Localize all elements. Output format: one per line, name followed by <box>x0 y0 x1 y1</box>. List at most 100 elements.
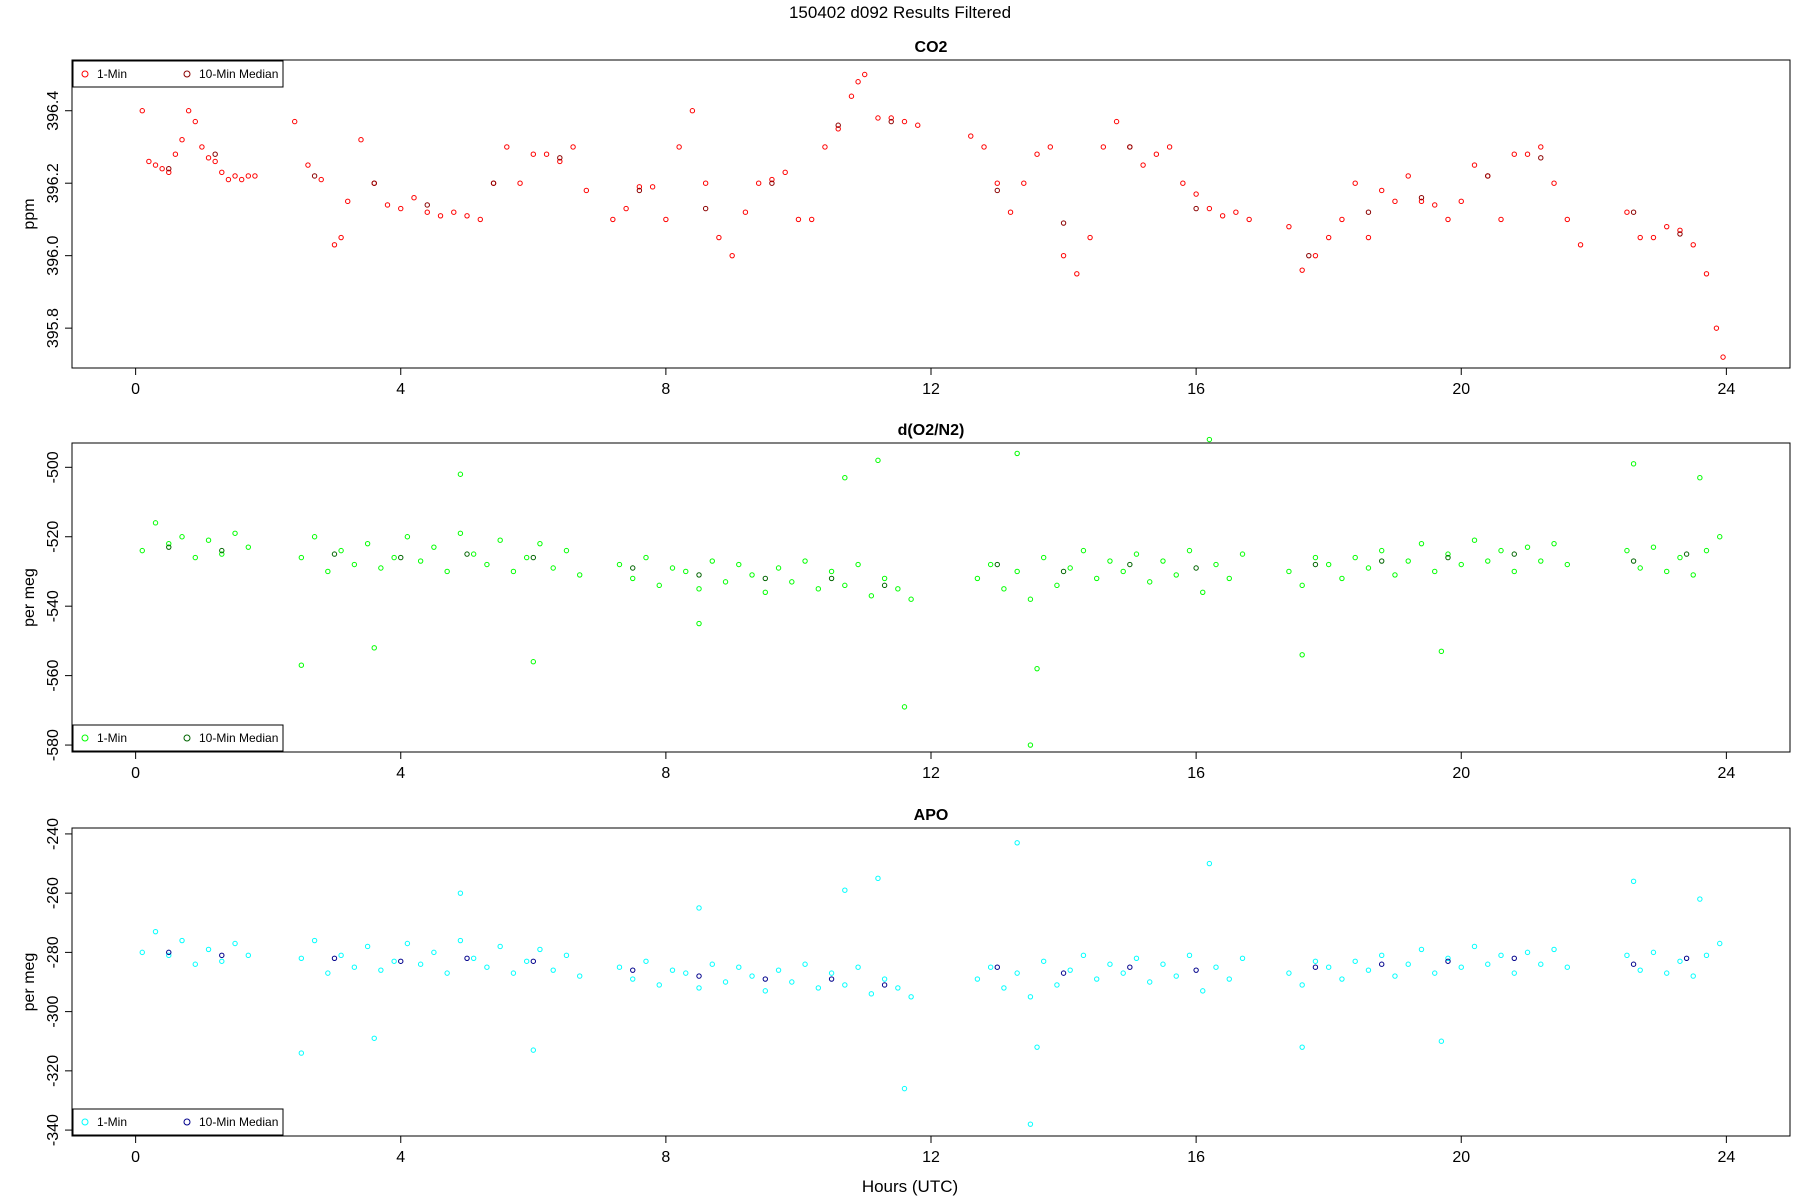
co2-point-1min <box>1233 209 1239 215</box>
co2-point-median <box>311 173 318 179</box>
o2n2-point-1min <box>1458 561 1464 568</box>
co2-point-1min <box>1100 144 1107 150</box>
co2-point-1min <box>1365 234 1372 241</box>
o2n2-point-median <box>994 561 1000 568</box>
o2n2-x-tick-label: 24 <box>1717 765 1735 782</box>
apo-point-1min <box>1485 961 1491 967</box>
co2-point-median <box>1365 209 1372 215</box>
o2n2-point-median <box>1312 561 1319 568</box>
o2n2-point-1min <box>1027 596 1034 602</box>
apo-legend-label-median: 10-Min Median <box>199 1115 278 1129</box>
apo-point-median <box>1445 958 1451 964</box>
co2-point-1min <box>1458 198 1464 205</box>
o2n2-point-1min <box>1339 575 1345 582</box>
o2n2-point-1min <box>1186 547 1193 554</box>
apo-point-1min <box>1054 982 1060 988</box>
apo-point-1min <box>431 949 437 956</box>
o2n2-point-1min <box>842 475 848 481</box>
o2n2-point-1min <box>530 659 537 665</box>
apo-point-1min <box>842 887 848 893</box>
co2-point-1min <box>981 144 987 150</box>
apo-point-1min <box>1133 955 1140 962</box>
o2n2-point-1min <box>1498 547 1504 554</box>
co2-point-median <box>212 151 218 157</box>
o2n2-point-median <box>331 551 338 557</box>
co2-point-1min <box>1524 151 1531 157</box>
co2-point-1min <box>1511 151 1517 157</box>
co2-point-1min <box>557 158 563 165</box>
co2-point-median <box>1306 252 1312 259</box>
co2-point-1min <box>1021 180 1027 186</box>
co2-point-1min <box>676 144 682 150</box>
co2-point-median <box>371 180 377 186</box>
apo-point-1min <box>1690 973 1696 979</box>
co2-x-tick-label: 16 <box>1187 381 1205 398</box>
o2n2-point-1min <box>1226 575 1232 582</box>
o2n2-point-1min <box>577 572 583 578</box>
apo-plot-frame <box>71 827 1791 1137</box>
o2n2-legend-marker-1min <box>81 734 89 742</box>
apo-point-1min <box>1034 1044 1040 1050</box>
apo-point-1min <box>338 952 344 959</box>
o2n2-point-median <box>696 572 702 578</box>
co2-point-1min <box>822 144 828 150</box>
o2n2-point-1min <box>1677 554 1683 561</box>
o2n2-point-1min <box>1206 436 1213 443</box>
co2-plot-frame <box>71 59 1791 369</box>
o2n2-point-1min <box>842 582 848 589</box>
apo-y-tick-label: -280 <box>45 936 62 968</box>
o2n2-legend-marker-median <box>183 734 191 742</box>
apo-point-1min <box>139 949 145 956</box>
o2n2-point-1min <box>1160 558 1166 564</box>
o2n2-point-1min <box>908 596 914 602</box>
apo-point-1min <box>1299 1044 1305 1050</box>
co2-point-1min <box>835 126 841 132</box>
o2n2-point-1min <box>497 537 503 543</box>
co2-point-1min <box>1325 234 1332 241</box>
o2n2-point-1min <box>351 561 358 568</box>
apo-point-1min <box>523 958 530 964</box>
o2n2-y-tick-label: -560 <box>45 660 62 692</box>
o2n2-point-1min <box>815 586 822 592</box>
co2-point-1min <box>1564 216 1570 223</box>
apo-point-1min <box>378 967 384 973</box>
apo-point-1min <box>1524 949 1531 956</box>
apo-point-1min <box>875 875 881 882</box>
o2n2-point-1min <box>1418 540 1425 547</box>
apo-point-1min <box>696 985 702 991</box>
o2n2-y-tick-label: -500 <box>45 451 62 483</box>
o2n2-point-1min <box>457 530 464 536</box>
co2-point-1min <box>1299 267 1305 273</box>
co2-point-1min <box>663 216 669 223</box>
co2-point-1min <box>437 213 444 219</box>
apo-point-1min <box>1511 970 1517 976</box>
co2-x-tick-label: 20 <box>1452 381 1470 398</box>
co2-point-1min <box>1113 118 1120 125</box>
co2-point-1min <box>855 79 861 85</box>
apo-point-1min <box>457 937 464 944</box>
o2n2-point-1min <box>404 534 411 540</box>
co2-point-1min <box>1677 227 1683 234</box>
o2n2-point-1min <box>1014 450 1020 457</box>
co2-point-1min <box>570 144 576 150</box>
apo-point-1min <box>404 940 411 947</box>
o2n2-point-1min <box>563 547 570 554</box>
apo-point-median <box>828 976 835 982</box>
o2n2-point-1min <box>139 547 145 554</box>
apo-point-1min <box>444 970 450 976</box>
apo-point-1min <box>1551 946 1557 953</box>
co2-point-median <box>1060 220 1067 226</box>
o2n2-x-tick-label: 20 <box>1452 765 1470 782</box>
co2-point-1min <box>1286 223 1292 230</box>
co2-y-tick-label: 396.0 <box>45 236 62 276</box>
co2-point-1min <box>212 158 218 165</box>
co2-point-1min <box>172 151 179 157</box>
apo-point-1min <box>722 979 729 985</box>
o2n2-point-1min <box>1312 554 1319 561</box>
o2n2-point-1min <box>1445 551 1451 557</box>
co2-point-1min <box>166 169 172 176</box>
apo-y-tick-label: -320 <box>45 1055 62 1087</box>
o2n2-y-tick-label: -580 <box>45 729 62 761</box>
apo-point-median <box>630 967 636 973</box>
apo-point-1min <box>391 958 397 964</box>
